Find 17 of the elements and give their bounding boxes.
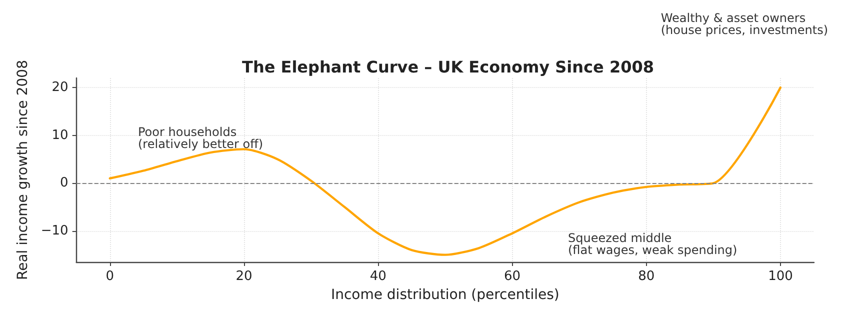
y-tick-label: 10 <box>52 128 68 143</box>
x-tick-label: 40 <box>370 269 386 284</box>
y-tick-label: −10 <box>40 223 68 238</box>
text: Wealthy & asset owners (house prices, investments) <box>660 11 828 37</box>
y-tick-label: 20 <box>52 80 68 96</box>
x-tick-label: 0 <box>106 269 114 284</box>
x-tick-label: 60 <box>504 269 520 284</box>
annotation: Squeezed middle (flat wages, weak spending) <box>568 231 738 257</box>
y-tick-label: 0 <box>60 176 68 191</box>
y-axis-title: Real income growth since 2008 <box>15 60 31 280</box>
chart-title: The Elephant Curve – UK Economy Since 2008 <box>242 58 654 76</box>
line-series <box>108 86 782 256</box>
x-tick-label: 80 <box>638 269 655 284</box>
x-axis-title: Income distribution (percentiles) <box>330 286 560 303</box>
x-tick-label: 100 <box>768 269 793 284</box>
x-tick-label: 20 <box>236 269 252 284</box>
annotation: Poor households (relatively better off) <box>138 125 264 151</box>
